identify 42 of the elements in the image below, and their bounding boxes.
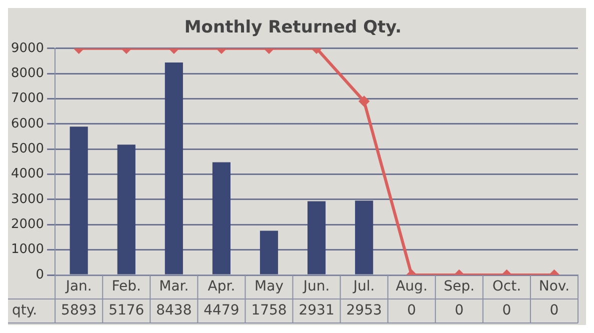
x-tick-label: Aug. — [396, 278, 428, 295]
x-tick-label: Feb. — [112, 278, 142, 295]
bar — [70, 126, 88, 274]
y-tick-label: 0 — [36, 267, 44, 282]
bar — [212, 162, 230, 274]
x-tick-label: Jun. — [302, 278, 330, 295]
x-tick-label: Jul. — [352, 278, 375, 295]
data-label: 2953 — [346, 302, 382, 319]
data-label: 0 — [454, 302, 464, 319]
text: qty. — [12, 302, 38, 319]
y-tick-label: 1000 — [10, 242, 44, 258]
bar — [355, 200, 374, 274]
bar — [260, 230, 278, 274]
y-tick-label: 8000 — [10, 66, 44, 81]
data-label: 2931 — [298, 302, 334, 319]
bar — [164, 62, 183, 274]
data-label: 5893 — [61, 302, 97, 319]
x-tick-label: Apr. — [208, 278, 236, 295]
data-label: 0 — [550, 302, 559, 319]
y-tick-label: 2000 — [10, 217, 44, 232]
y-tick-label: 4000 — [10, 166, 44, 182]
x-tick-label: Sep. — [444, 278, 475, 295]
point — [359, 96, 370, 106]
chart-title: Monthly Returned Qty. — [184, 18, 402, 38]
bar — [117, 144, 136, 274]
x-tick-label: Mar. — [159, 278, 189, 295]
data-label: 0 — [407, 302, 416, 319]
data-label: 8438 — [156, 302, 192, 319]
x-tick-label: Nov. — [538, 278, 570, 295]
data-label: 1758 — [251, 302, 287, 319]
bar — [308, 201, 326, 274]
data-label: 5176 — [108, 302, 144, 319]
x-tick-label: Jan. — [64, 278, 92, 295]
data-label: 4479 — [204, 302, 240, 319]
data-label: 0 — [502, 302, 512, 319]
x-tick-label: May — [254, 278, 284, 295]
y-tick-label: 7000 — [10, 91, 44, 106]
y-tick-label: 3000 — [10, 192, 44, 207]
y-tick-label: 5000 — [10, 141, 44, 156]
y-tick-label: 6000 — [10, 116, 44, 132]
x-tick-label: Oct. — [492, 278, 522, 295]
y-tick-label: 9000 — [10, 40, 44, 56]
